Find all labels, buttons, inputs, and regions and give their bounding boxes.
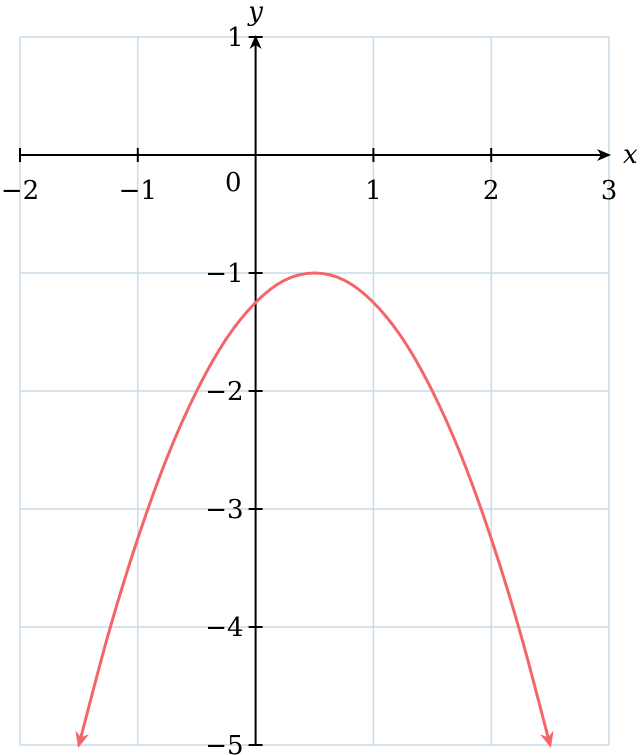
- y-tick-label: 1: [227, 23, 244, 53]
- series-group: [75, 271, 554, 748]
- y-tick-label: −5: [205, 731, 243, 755]
- y-tick-label: −3: [205, 495, 243, 525]
- x-tick-label: 1: [365, 176, 382, 206]
- x-tick-label: 3: [601, 176, 618, 206]
- y-axis-label: y: [247, 0, 263, 27]
- y-tick-label: −2: [205, 377, 243, 407]
- y-tick-label: −1: [205, 259, 243, 289]
- series-line-parabola: [75, 271, 554, 748]
- x-tick-label: 2: [483, 176, 500, 206]
- origin-label: 0: [225, 168, 242, 198]
- tick-labels: −2 −1 1 2 3 1 −1 −2 −3 −4 −5: [1, 23, 617, 755]
- x-axis-label: x: [623, 140, 638, 170]
- y-tick-label: −4: [205, 613, 243, 643]
- x-tick-label: −2: [1, 176, 39, 206]
- x-tick-label: −1: [119, 176, 157, 206]
